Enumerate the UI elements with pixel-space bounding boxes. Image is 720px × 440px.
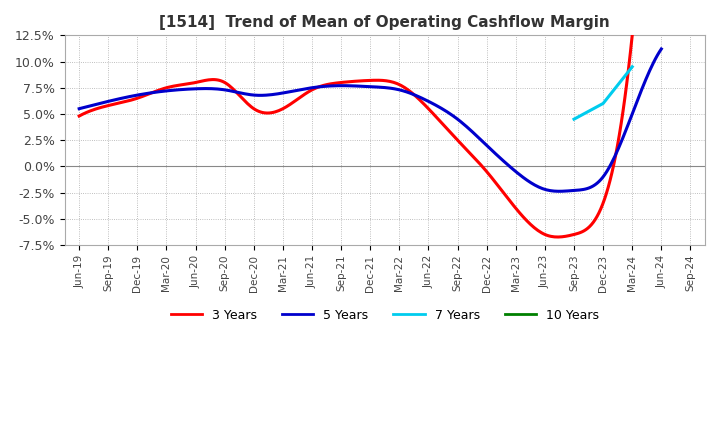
Title: [1514]  Trend of Mean of Operating Cashflow Margin: [1514] Trend of Mean of Operating Cashfl…	[159, 15, 610, 30]
Legend: 3 Years, 5 Years, 7 Years, 10 Years: 3 Years, 5 Years, 7 Years, 10 Years	[166, 304, 604, 327]
